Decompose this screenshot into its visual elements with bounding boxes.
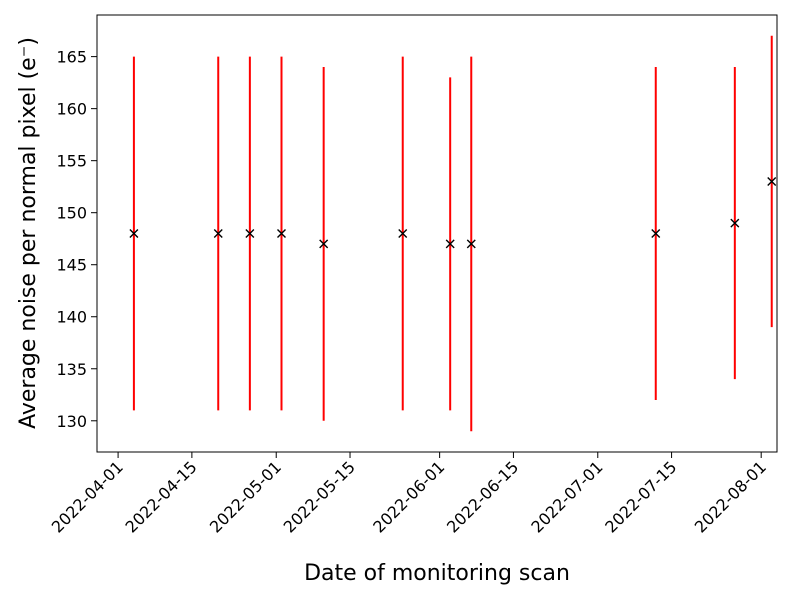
x-tick-label: 2022-05-01: [206, 457, 285, 536]
x-tick-label: 2022-04-15: [122, 457, 201, 536]
data-point: [767, 176, 777, 186]
plot-area: [96, 14, 778, 453]
x-axis-title: Date of monitoring scan: [304, 561, 570, 586]
y-tick-label: 150: [56, 204, 87, 223]
x-tick-label: 2022-05-15: [280, 457, 359, 536]
data-point: [730, 218, 740, 228]
y-tick-label: 155: [56, 152, 87, 171]
x-tick-label: 2022-07-01: [527, 457, 606, 536]
data-point: [651, 229, 661, 238]
x-tick-label: 2022-04-01: [48, 457, 127, 536]
x-tick-label: 2022-06-15: [443, 457, 522, 536]
data-point: [129, 229, 139, 238]
x-tick-label: 2022-07-15: [601, 457, 680, 536]
y-tick-label: 145: [56, 256, 87, 275]
data-point: [245, 229, 255, 238]
y-tick-label: 130: [56, 412, 87, 431]
y-tick-label: 135: [56, 360, 87, 379]
y-axis-title: Average noise per normal pixel (e⁻): [16, 37, 41, 429]
x-tick-label: 2022-08-01: [691, 457, 770, 536]
data-point: [466, 239, 476, 249]
y-tick-label: 160: [56, 100, 87, 119]
x-tick-label: 2022-06-01: [369, 457, 448, 536]
data-point: [319, 239, 329, 249]
y-axis: 130 135 140 145 150 155 160 165: [56, 48, 97, 431]
data-point: [277, 229, 286, 238]
y-tick-label: 140: [56, 308, 87, 327]
data-point: [398, 229, 408, 238]
data-point: [213, 229, 223, 238]
y-tick-label: 165: [56, 48, 87, 67]
data-point: [445, 239, 455, 249]
data-markers: [129, 176, 777, 249]
